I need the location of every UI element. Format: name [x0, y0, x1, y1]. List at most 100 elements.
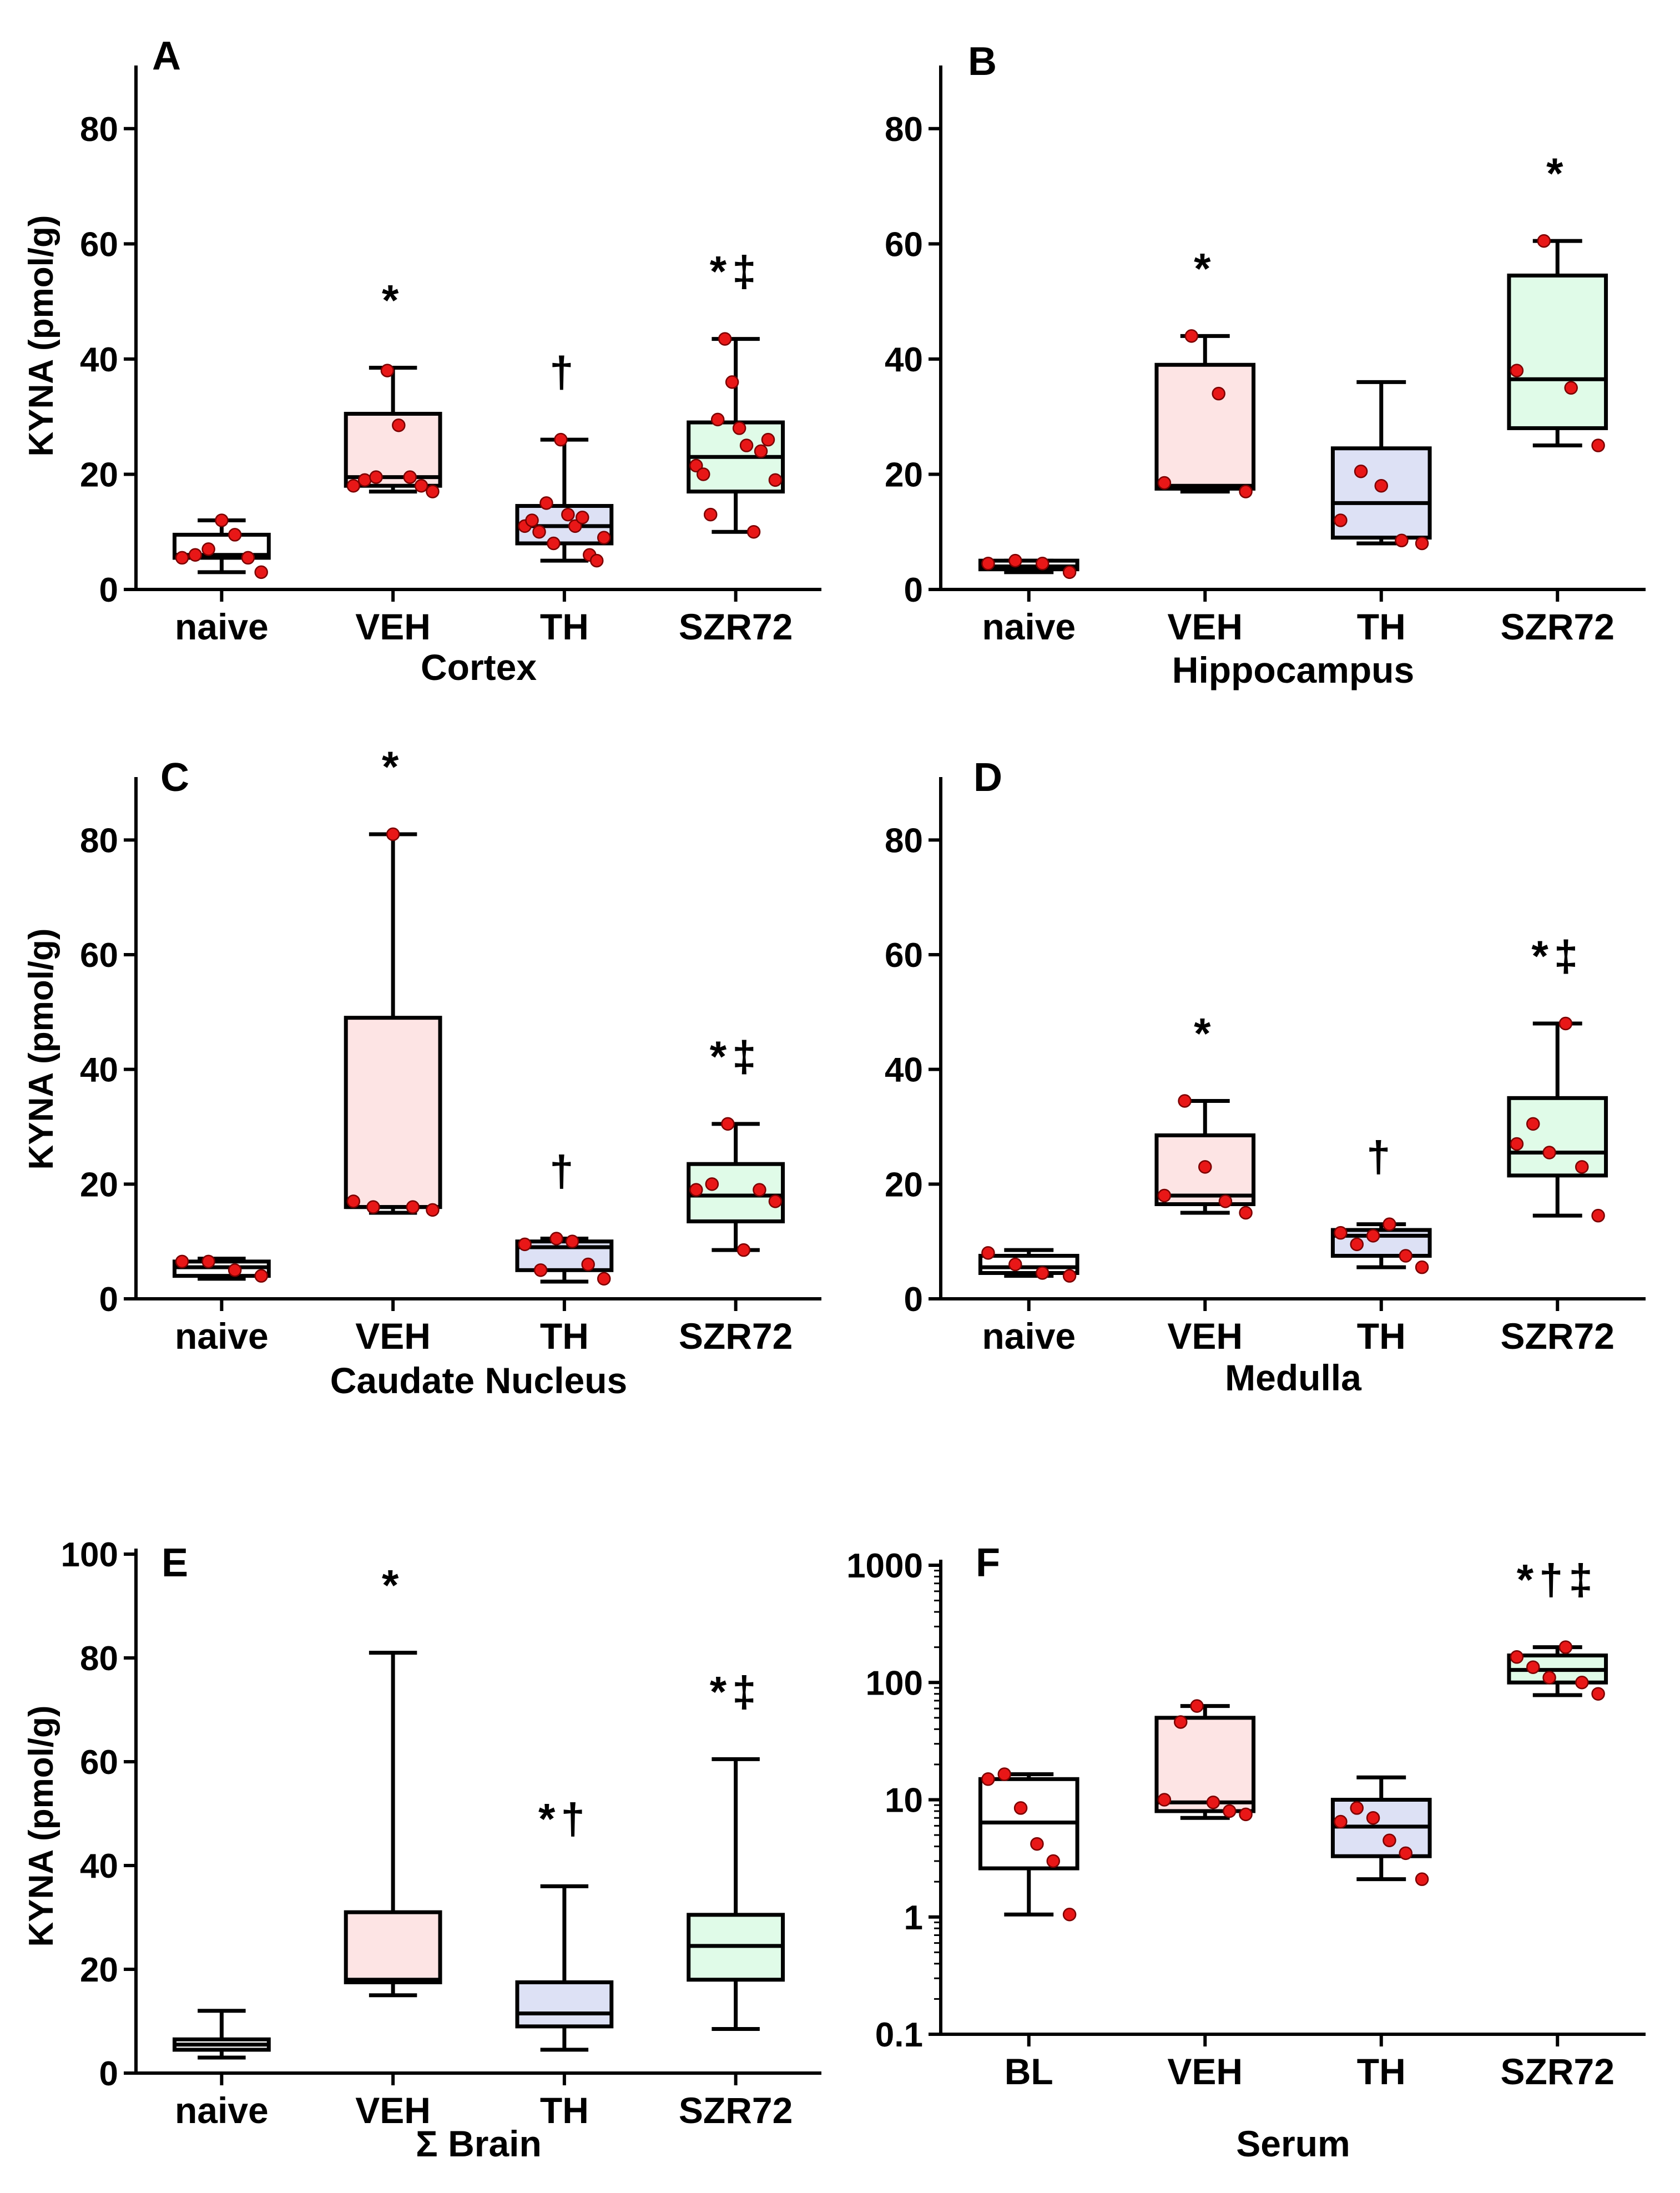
significance-annotation: *†‡	[1517, 1555, 1598, 1604]
data-point	[746, 525, 761, 539]
box-veh	[1154, 1699, 1256, 1822]
data-point	[1526, 1660, 1540, 1674]
data-point	[981, 557, 995, 571]
y-tick-label: 100	[866, 1664, 923, 1702]
data-point	[597, 531, 611, 545]
box-th: *†	[515, 1794, 614, 2052]
x-tick-label: SZR72	[679, 1315, 793, 1357]
y-tick-label: 40	[80, 1847, 118, 1886]
x-tick-label: VEH	[1167, 606, 1243, 647]
x-axis-title: Caudate Nucleus	[330, 1360, 627, 1401]
data-point	[525, 513, 539, 527]
data-point	[1415, 1872, 1429, 1886]
data-point	[768, 473, 783, 487]
data-point	[1564, 381, 1578, 395]
box-szr72: *†‡	[1507, 1555, 1608, 1701]
data-point	[1383, 1217, 1396, 1231]
x-tick-label: TH	[1357, 2051, 1406, 2092]
y-tick-label: 80	[885, 821, 923, 860]
box-naive	[172, 513, 271, 579]
box-iqr	[1507, 1096, 1608, 1178]
x-tick-label: SZR72	[1501, 2051, 1615, 2092]
data-point	[1366, 1811, 1380, 1825]
box-szr72: *	[1507, 149, 1608, 452]
data-point	[414, 478, 428, 493]
data-point	[1558, 1016, 1573, 1031]
significance-annotation: *‡	[710, 247, 762, 296]
y-tick-label: 60	[885, 936, 923, 975]
panel-label-a: A	[152, 34, 181, 78]
y-axis-title: KYNA (pmol/g)	[22, 1705, 60, 1947]
box-naive	[172, 1254, 271, 1283]
y-tick-label: 20	[885, 1166, 923, 1204]
significance-annotation: *	[382, 1561, 404, 1610]
significance-annotation: *‡	[1531, 931, 1583, 980]
y-tick-label: 0.1	[875, 2016, 923, 2054]
panel-label-c: C	[160, 755, 189, 800]
y-tick-label: 80	[80, 821, 118, 860]
data-point	[241, 551, 255, 565]
data-point	[561, 507, 575, 522]
data-point	[228, 528, 242, 542]
x-axis-title: Medulla	[1225, 1357, 1362, 1398]
y-tick-label: 0	[904, 1280, 923, 1319]
data-point	[1334, 1226, 1348, 1240]
box-szr72: *‡	[1507, 931, 1608, 1223]
box-iqr	[978, 1254, 1079, 1275]
x-tick-label: VEH	[355, 2090, 431, 2131]
x-axis-title: Hippocampus	[1172, 649, 1414, 690]
data-point	[732, 421, 746, 435]
data-point	[761, 432, 775, 447]
data-point	[1542, 1146, 1556, 1159]
data-point	[981, 1772, 995, 1786]
box-iqr	[1154, 1716, 1256, 1813]
panel-d: D 0 20 40 60 80 naive VEH TH SZR72 Medulla * † *‡	[885, 755, 1646, 1398]
data-point	[1157, 1793, 1172, 1807]
data-point	[1334, 513, 1348, 527]
box-veh: *	[1154, 244, 1256, 498]
box-th	[1330, 1775, 1432, 1886]
data-point	[1537, 234, 1551, 248]
x-tick-label: naive	[982, 1315, 1076, 1357]
data-point	[568, 519, 582, 533]
data-point	[1035, 1266, 1050, 1280]
y-tick-label: 1	[904, 1899, 923, 1937]
data-point	[1198, 1160, 1212, 1174]
panel-b: B 0 20 40 60 80 naive VEH TH SZR72 Hippocampus * *	[885, 39, 1646, 690]
significance-annotation: *‡	[710, 1032, 762, 1081]
box-szr72: *‡	[687, 1032, 785, 1257]
data-point	[554, 432, 568, 447]
data-point	[1178, 1094, 1192, 1108]
significance-annotation: *	[382, 742, 404, 791]
x-tick-label: TH	[540, 606, 589, 647]
data-point	[1046, 1854, 1061, 1868]
data-point	[1157, 476, 1172, 490]
data-point	[357, 473, 372, 487]
data-point	[175, 551, 189, 565]
box-th: †	[515, 347, 614, 568]
data-point	[406, 1200, 420, 1214]
y-tick-label: 80	[80, 110, 118, 149]
data-point	[1415, 1260, 1429, 1274]
x-tick-label: VEH	[1167, 1315, 1243, 1357]
box-naive	[172, 2009, 271, 2060]
box-th: †	[515, 1147, 614, 1286]
panel-label-b: B	[968, 39, 997, 84]
data-point	[1062, 1269, 1077, 1283]
significance-annotation: *	[382, 275, 404, 324]
y-tick-label: 80	[80, 1640, 118, 1678]
data-point	[1415, 536, 1429, 551]
significance-annotation: *	[1546, 149, 1568, 198]
data-point	[697, 467, 710, 481]
y-tick-label: 0	[99, 571, 118, 609]
data-point	[539, 496, 553, 510]
data-point	[533, 1263, 548, 1277]
box-szr72: *‡	[687, 1667, 785, 2031]
box-szr72: *‡	[687, 247, 785, 539]
data-point	[369, 470, 383, 484]
data-point	[1383, 1833, 1396, 1848]
data-point	[532, 525, 546, 539]
data-point	[705, 1177, 719, 1191]
data-point	[754, 444, 768, 458]
